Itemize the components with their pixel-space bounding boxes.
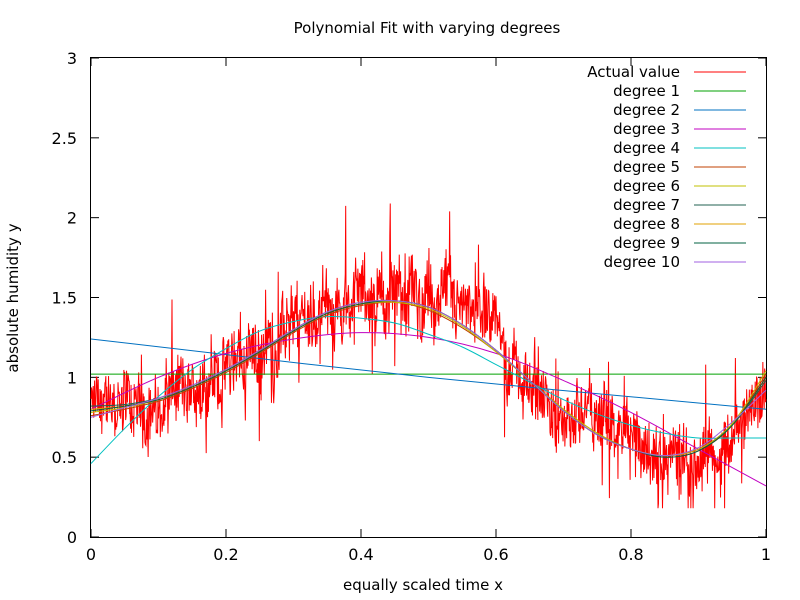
- y-axis: 0 0.5 1 1.5 2 2.5 3: [52, 49, 766, 547]
- legend-label: degree 3: [613, 120, 680, 138]
- legend-label: degree 8: [613, 215, 680, 233]
- y-tick-label: 0: [67, 528, 77, 547]
- x-axis: 0 0.2 0.4 0.6 0.8 1: [86, 58, 771, 564]
- series-line-degree-3: [90, 332, 767, 487]
- series-line-actual-value: [90, 203, 767, 509]
- legend-label: degree 6: [613, 177, 680, 195]
- x-tick-label: 0.2: [213, 545, 238, 564]
- x-tick-label: 1: [761, 545, 771, 564]
- x-axis-label: equally scaled time x: [343, 576, 503, 594]
- y-tick-label: 2: [67, 209, 77, 228]
- series-line-degree-4: [90, 316, 766, 464]
- y-tick-label: 1.5: [52, 289, 77, 308]
- x-tick-label: 0: [86, 545, 96, 564]
- x-tick-label: 0.6: [483, 545, 508, 564]
- y-tick-label: 1: [67, 368, 77, 387]
- y-axis-label: absolute humidity y: [4, 223, 22, 372]
- plot-area-border: [90, 57, 767, 538]
- legend-label: degree 7: [613, 196, 680, 214]
- y-tick-label: 0.5: [52, 448, 77, 467]
- series-layer: [90, 203, 767, 509]
- chart-title: Polynomial Fit with varying degrees: [294, 19, 561, 37]
- legend-label: degree 9: [613, 234, 680, 252]
- legend-label: degree 1: [613, 82, 680, 100]
- y-tick-label: 2.5: [52, 129, 77, 148]
- legend-label: Actual value: [587, 63, 680, 81]
- legend-label: degree 10: [604, 253, 680, 271]
- legend-label: degree 2: [613, 101, 680, 119]
- x-tick-label: 0.4: [348, 545, 373, 564]
- legend-label: degree 5: [613, 158, 680, 176]
- series-line-degree-10: [90, 299, 767, 457]
- legend-label: degree 4: [613, 139, 680, 157]
- series-line-degree-2: [90, 338, 767, 410]
- y-tick-label: 3: [67, 49, 77, 68]
- x-tick-label: 0.8: [618, 545, 643, 564]
